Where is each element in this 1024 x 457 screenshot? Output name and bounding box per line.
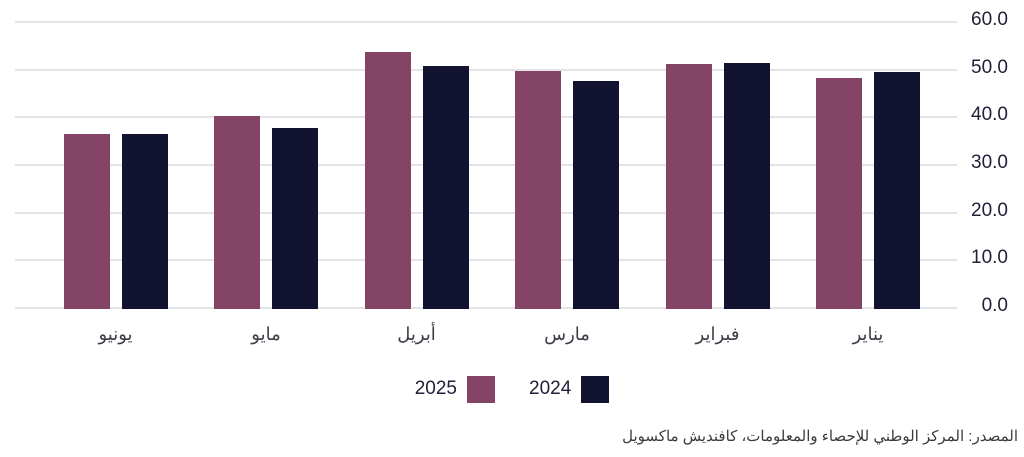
x-axis-label-5: يناير [852, 324, 884, 344]
bar-group-1 [214, 23, 318, 309]
x-axis-label-1: مايو [251, 324, 281, 344]
legend-label-2024: 2024 [529, 378, 572, 399]
gridline [15, 307, 957, 309]
bar-group-0 [63, 23, 168, 309]
bar-2025-0[interactable] [63, 134, 110, 309]
gridline [15, 259, 957, 262]
bar-2024-0[interactable] [121, 133, 168, 309]
legend-swatch-2025 [467, 375, 495, 403]
gridline [15, 164, 957, 166]
bar-2025-3[interactable] [515, 70, 561, 309]
bar-2025-5[interactable] [816, 78, 862, 309]
y-axis-tick-label: 0.0 [981, 295, 1008, 316]
gridline [15, 211, 957, 214]
y-axis-tick-label: 50.0 [971, 56, 1008, 78]
bar-2025-4[interactable] [665, 63, 712, 309]
x-axis-label-3: مارس [544, 324, 590, 344]
legend: 2025 2024 [0, 374, 1024, 404]
legend-item-2024[interactable]: 2024 [529, 375, 610, 403]
bar-2025-2[interactable] [364, 51, 411, 309]
gridline [15, 116, 957, 119]
bar-group-2 [364, 23, 469, 309]
y-axis-tick-label: 30.0 [971, 152, 1008, 173]
y-axis-tick-label: 40.0 [971, 104, 1008, 126]
y-axis-tick-label: 60.0 [971, 9, 1008, 30]
bar-2024-5[interactable] [874, 72, 920, 309]
legend-swatch-2024 [581, 375, 610, 403]
bar-group-4 [665, 23, 770, 309]
gridline [15, 21, 957, 23]
x-axis-label-4: فبراير [695, 324, 740, 344]
legend-item-2025[interactable]: 2025 [414, 375, 495, 403]
y-axis-tick-label: 10.0 [971, 247, 1008, 269]
bar-group-3 [515, 23, 619, 309]
bar-group-5 [816, 23, 920, 309]
bar-2024-3[interactable] [573, 81, 619, 309]
legend-label-2025: 2025 [414, 378, 457, 399]
x-axis-label-0: يونيو [98, 324, 133, 344]
bar-2025-1[interactable] [214, 115, 260, 309]
plot-area [15, 21, 957, 309]
gridline [15, 68, 957, 71]
source-caption: المصدر: المركز الوطني للإحصاء والمعلومات… [622, 428, 1018, 445]
x-axis-label-2: أبريل [397, 324, 436, 344]
bar-2024-4[interactable] [723, 63, 770, 309]
bar-2024-2[interactable] [422, 65, 469, 309]
bar-2024-1[interactable] [272, 127, 318, 309]
y-axis-tick-label: 20.0 [971, 199, 1008, 221]
